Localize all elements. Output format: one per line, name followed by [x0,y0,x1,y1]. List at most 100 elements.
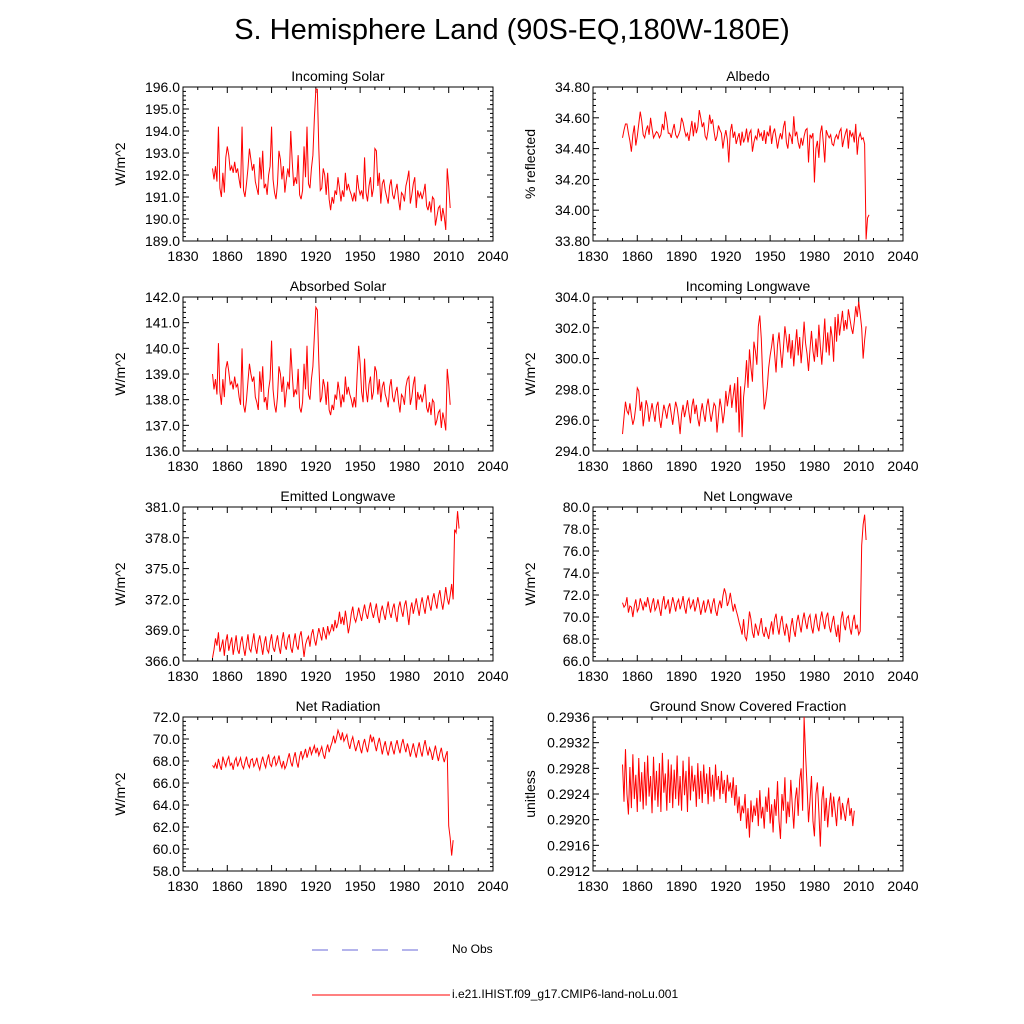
y-tick-label: 294.0 [555,443,590,459]
y-tick-label: 302.0 [555,320,590,336]
y-axis-label: W/m^2 [112,142,128,185]
y-tick-label: 140.0 [145,340,180,356]
y-tick-label: 72.0 [563,587,590,603]
x-tick-label: 1830 [167,458,198,474]
x-tick-label: 1980 [799,668,830,684]
series-line [622,716,855,847]
x-tick-label: 1950 [755,878,786,894]
x-tick-label: 1890 [256,458,287,474]
y-axis-label: unitless [522,770,538,817]
page-title: S. Hemisphere Land (90S-EQ,180W-180E) [234,14,790,46]
legend-model-line [312,994,450,996]
panel-title: Incoming Longwave [686,278,811,294]
y-axis-label: W/m^2 [112,772,128,815]
y-tick-label: 34.80 [555,79,590,95]
x-tick-label: 2010 [843,878,874,894]
x-tick-label: 2010 [433,458,464,474]
series-line [622,301,867,438]
y-axis-label: W/m^2 [112,352,128,395]
x-tick-label: 1890 [256,248,287,264]
panel-4: Incoming Longwave W/m^2 1830 1860 1890 1920 19… [522,278,919,474]
x-tick-label: 2040 [477,458,508,474]
y-tick-label: 191.0 [145,189,180,205]
panel-title: Ground Snow Covered Fraction [650,698,847,714]
y-tick-label: 68.0 [563,631,590,647]
x-tick-label: 2040 [477,878,508,894]
panel-title: Emitted Longwave [280,488,395,504]
x-tick-label: 1980 [799,248,830,264]
panel-title: Albedo [726,68,770,84]
y-tick-label: 78.0 [563,521,590,537]
legend-model-label: i.e21.IHIST.f09_g17.CMIP6-land-noLu.001 [452,987,679,1001]
x-tick-label: 1920 [300,458,331,474]
x-tick-label: 1980 [799,878,830,894]
plot-frame [182,716,494,872]
x-tick-label: 1920 [300,248,331,264]
x-tick-label: 1830 [577,668,608,684]
y-tick-label: 34.20 [555,171,590,187]
panel-1: Incoming Solar W/m^2 1830 1860 1890 1920 1950 1… [112,68,509,264]
y-tick-label: 70.0 [563,609,590,625]
y-tick-label: 74.0 [563,565,590,581]
y-tick-label: 34.60 [555,110,590,126]
x-tick-label: 2040 [887,248,918,264]
x-tick-label: 1920 [300,668,331,684]
series-line [212,511,460,659]
y-tick-label: 0.2932 [547,735,590,751]
x-tick-label: 2040 [477,248,508,264]
y-tick-label: 192.0 [145,167,180,183]
y-tick-label: 193.0 [145,145,180,161]
panel-6: Net Longwave W/m^2 1830 1860 1890 1920 1950 198… [522,488,919,684]
x-tick-label: 1830 [167,878,198,894]
y-tick-label: 80.0 [563,499,590,515]
panel-7: Net Radiation W/m^2 1830 1860 1890 1920 1950 19… [112,698,509,894]
x-tick-label: 1950 [755,458,786,474]
y-tick-label: 196.0 [145,79,180,95]
panel-8: Ground Snow Covered Fraction unitless 1830… [522,698,919,894]
y-tick-label: 138.0 [145,392,180,408]
y-tick-label: 366.0 [145,653,180,669]
x-tick-label: 2010 [843,248,874,264]
series-line [212,728,454,856]
y-tick-label: 0.2920 [547,812,590,828]
y-tick-label: 0.2928 [547,760,590,776]
y-tick-label: 33.80 [555,233,590,249]
panel-title: Net Radiation [296,698,381,714]
panel-5: Emitted Longwave W/m^2 1830 1860 1890 1920 195… [112,488,509,684]
x-tick-label: 2040 [477,668,508,684]
y-tick-label: 137.0 [145,417,180,433]
y-tick-label: 76.0 [563,543,590,559]
y-tick-label: 70.0 [153,731,180,747]
x-tick-label: 1860 [622,878,653,894]
x-tick-label: 1890 [256,878,287,894]
y-tick-label: 304.0 [555,289,590,305]
series-line [622,110,870,240]
y-axis-label: W/m^2 [112,562,128,605]
x-tick-label: 1950 [755,248,786,264]
y-tick-label: 141.0 [145,315,180,331]
y-tick-label: 64.0 [153,797,180,813]
y-tick-label: 372.0 [145,591,180,607]
x-tick-label: 1980 [389,248,420,264]
y-tick-label: 300.0 [555,351,590,367]
x-tick-label: 1830 [167,248,198,264]
plot-frame [182,86,494,242]
x-tick-label: 1860 [622,458,653,474]
y-tick-label: 142.0 [145,289,180,305]
x-tick-label: 1980 [389,458,420,474]
x-tick-label: 2010 [433,878,464,894]
y-tick-label: 0.2916 [547,837,590,853]
y-tick-label: 190.0 [145,211,180,227]
x-tick-label: 1920 [710,668,741,684]
x-tick-label: 2010 [433,248,464,264]
panel-2: Albedo % reflected 1830 1860 1890 1920 1950 198… [522,68,919,264]
x-tick-label: 1860 [212,458,243,474]
x-tick-label: 2040 [887,668,918,684]
y-tick-label: 34.40 [555,141,590,157]
x-tick-label: 1860 [622,668,653,684]
y-tick-label: 0.2912 [547,863,590,879]
x-tick-label: 1890 [666,668,697,684]
y-tick-label: 195.0 [145,101,180,117]
y-tick-label: 62.0 [153,819,180,835]
x-tick-label: 2010 [843,668,874,684]
